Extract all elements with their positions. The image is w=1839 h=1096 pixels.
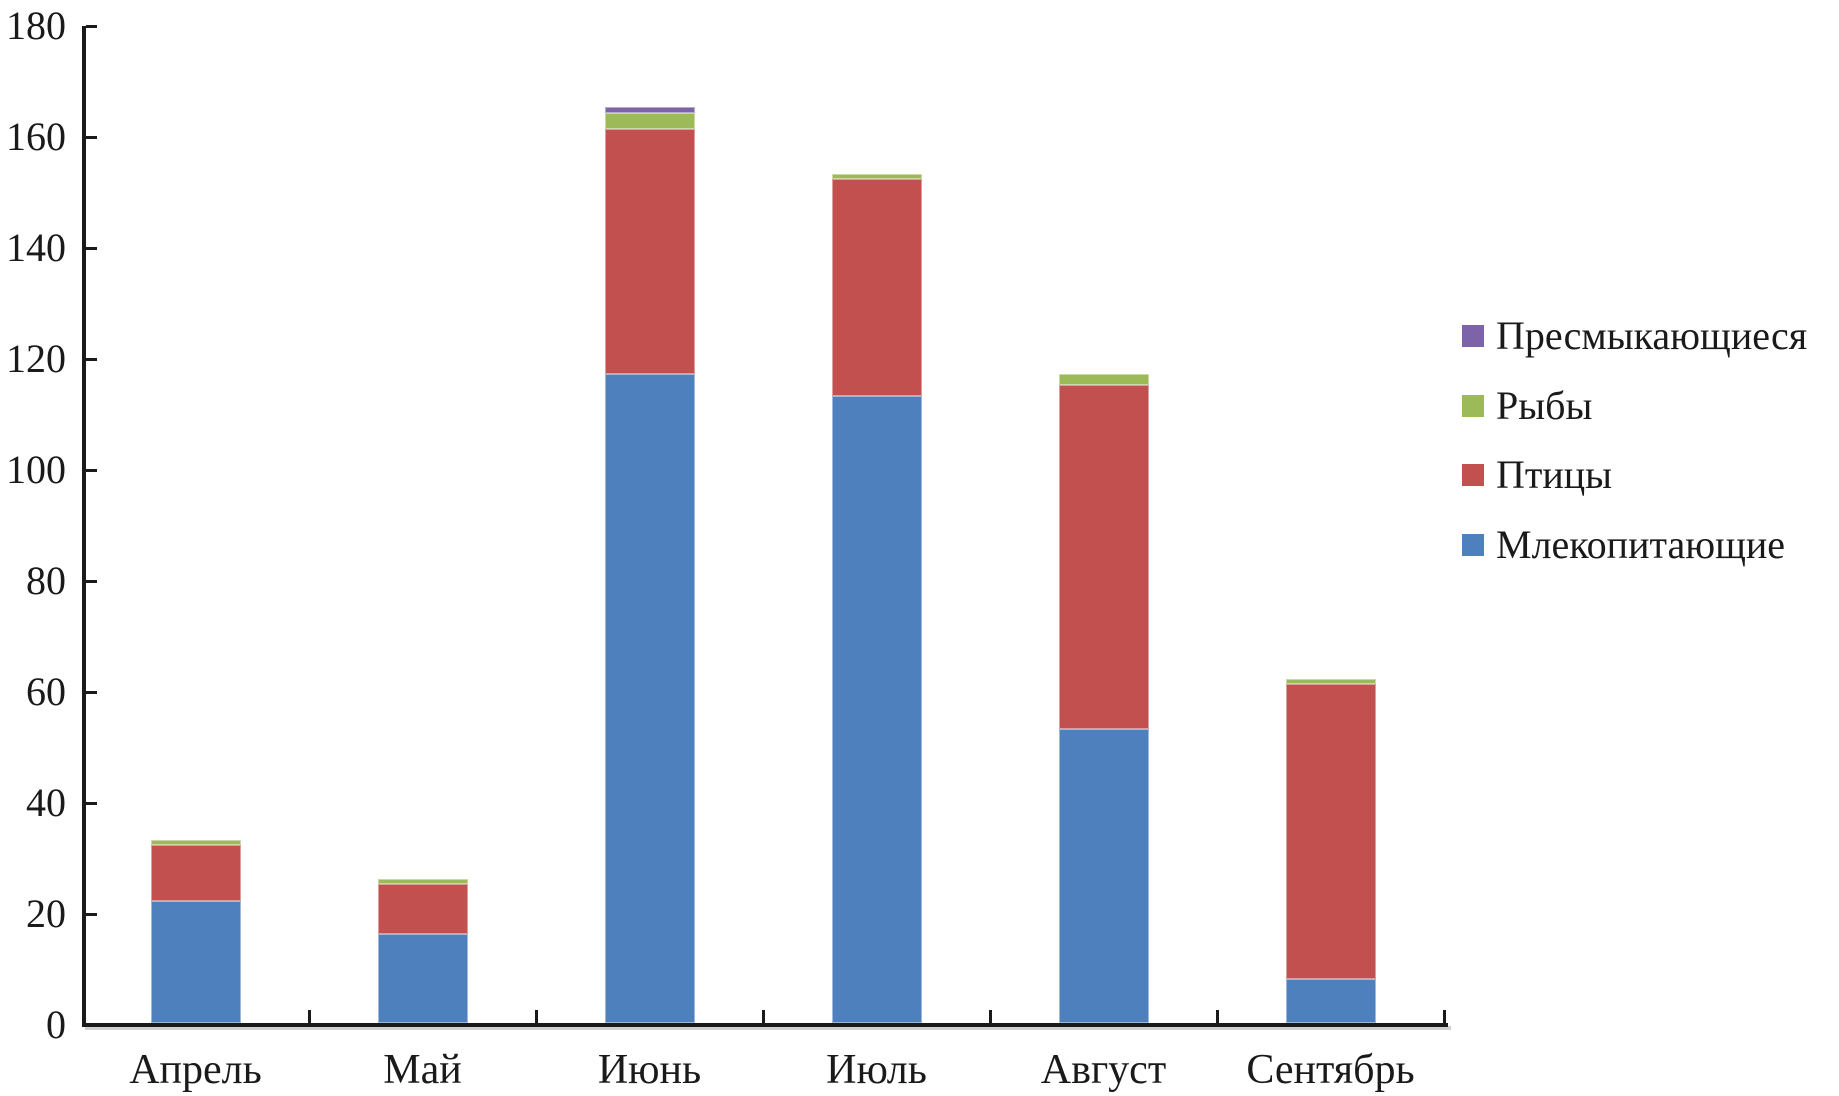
x-axis-line: [82, 1023, 1448, 1027]
y-tick-label: 100: [6, 447, 66, 492]
y-tick-label: 120: [6, 336, 66, 381]
y-tick-mark: [86, 24, 97, 28]
x-category-label: Апрель: [129, 1047, 262, 1093]
bar-segment-Рыбы-Июль: [831, 173, 922, 180]
y-axis-line: [82, 26, 86, 1027]
y-tick-label: 0: [46, 1002, 66, 1047]
y-tick-mark: [86, 801, 97, 805]
y-tick-mark: [86, 912, 97, 916]
x-category-label: Май: [383, 1047, 462, 1093]
x-category-label: Сентябрь: [1246, 1047, 1415, 1093]
y-tick-mark: [86, 468, 97, 472]
bar-segment-Рыбы-Апрель: [150, 839, 241, 846]
x-category-label: Июль: [826, 1047, 927, 1093]
y-tick-mark: [86, 690, 97, 694]
bar-segment-Млекопитающие-Сентябрь: [1285, 978, 1376, 1023]
bar-segment-Птицы-Апрель: [150, 845, 241, 901]
y-tick-label: 160: [6, 114, 66, 159]
bar-segment-Птицы-Июль: [831, 179, 922, 396]
bar-segment-Рыбы-Июнь: [604, 112, 695, 130]
legend-swatch-icon: [1462, 325, 1484, 347]
bar-segment-Млекопитающие-Май: [377, 934, 468, 1023]
bar-segment-Рыбы-Май: [377, 878, 468, 885]
y-tick-mark: [86, 246, 97, 250]
x-tick-mark: [988, 1010, 992, 1023]
bar-segment-Рыбы-Август: [1058, 373, 1149, 385]
bar-segment-Птицы-Сентябрь: [1285, 684, 1376, 979]
y-tick-label: 140: [6, 225, 66, 270]
legend-label: Птицы: [1496, 452, 1613, 497]
y-tick-label: 40: [26, 780, 66, 825]
y-tick-mark: [86, 579, 97, 583]
legend-item-Пресмыкающиеся: Пресмыкающиеся: [1462, 314, 1807, 358]
legend-swatch-icon: [1462, 533, 1484, 556]
y-tick-mark: [86, 135, 97, 139]
bar-segment-Птицы-Август: [1058, 384, 1149, 729]
x-tick-mark: [307, 1010, 311, 1023]
legend-label: Пресмыкающиеся: [1496, 313, 1808, 358]
bar-segment-Птицы-Май: [377, 884, 468, 935]
x-category-label: Июнь: [597, 1047, 702, 1093]
legend-label: Рыбы: [1496, 382, 1593, 428]
legend-item-Млекопитающие: Млекопитающие: [1462, 521, 1786, 567]
bar-segment-Млекопитающие-Июнь: [604, 373, 695, 1023]
bar-segment-Млекопитающие-Июль: [831, 395, 922, 1023]
y-tick-label: 20: [26, 891, 66, 936]
legend-item-Рыбы: Рыбы: [1462, 382, 1593, 428]
y-tick-mark: [86, 1023, 97, 1027]
legend-swatch-icon: [1462, 464, 1484, 486]
bar-segment-Птицы-Июнь: [604, 129, 695, 374]
bar-segment-Пресмыкающиеся-Июнь: [604, 107, 695, 113]
bar-segment-Млекопитающие-Август: [1058, 728, 1149, 1023]
x-tick-mark: [1442, 1010, 1446, 1023]
y-tick-label: 60: [26, 669, 66, 714]
legend-item-Птицы: Птицы: [1462, 453, 1612, 497]
y-tick-mark: [86, 357, 97, 361]
x-tick-mark: [761, 1010, 765, 1023]
x-tick-mark: [534, 1010, 538, 1023]
legend-label: Млекопитающие: [1496, 521, 1786, 567]
x-category-label: Август: [1040, 1047, 1167, 1093]
legend-swatch-icon: [1462, 394, 1484, 417]
x-tick-mark: [1215, 1010, 1219, 1023]
bar-segment-Млекопитающие-Апрель: [150, 900, 241, 1023]
y-tick-label: 180: [6, 3, 66, 48]
y-tick-label: 80: [26, 558, 66, 603]
bar-segment-Рыбы-Сентябрь: [1285, 678, 1376, 685]
